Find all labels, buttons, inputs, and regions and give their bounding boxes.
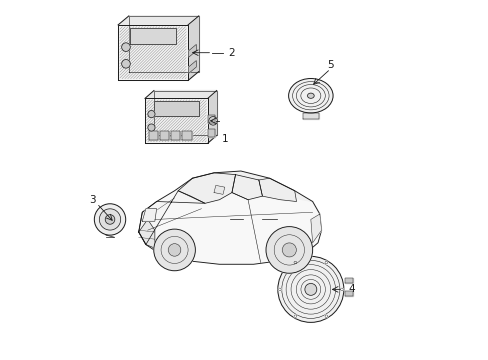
Circle shape	[293, 315, 296, 318]
Polygon shape	[139, 220, 155, 248]
Polygon shape	[310, 214, 321, 243]
Polygon shape	[148, 131, 158, 140]
Text: 5: 5	[326, 60, 333, 70]
Polygon shape	[344, 291, 352, 296]
Polygon shape	[118, 16, 198, 25]
Circle shape	[277, 256, 343, 322]
Polygon shape	[139, 191, 204, 244]
Polygon shape	[231, 175, 262, 200]
Polygon shape	[144, 90, 216, 98]
Circle shape	[340, 288, 343, 291]
Polygon shape	[208, 129, 214, 137]
Text: 3: 3	[89, 195, 95, 205]
Circle shape	[153, 229, 195, 271]
Polygon shape	[258, 178, 296, 202]
Circle shape	[99, 209, 121, 230]
Polygon shape	[187, 16, 198, 81]
Circle shape	[278, 288, 281, 291]
Polygon shape	[154, 90, 216, 135]
Text: 2: 2	[228, 48, 235, 58]
Polygon shape	[153, 101, 199, 116]
Ellipse shape	[307, 93, 313, 98]
Polygon shape	[208, 115, 214, 123]
Circle shape	[147, 124, 155, 131]
Polygon shape	[192, 171, 319, 214]
Polygon shape	[214, 185, 224, 194]
Polygon shape	[178, 173, 235, 203]
Circle shape	[305, 283, 316, 295]
Text: 4: 4	[348, 284, 355, 294]
Polygon shape	[171, 131, 180, 140]
Polygon shape	[182, 131, 191, 140]
Polygon shape	[144, 98, 207, 143]
Polygon shape	[139, 171, 321, 264]
Text: 1: 1	[221, 134, 227, 144]
Circle shape	[122, 59, 130, 68]
Polygon shape	[130, 28, 175, 44]
Polygon shape	[207, 90, 216, 143]
Polygon shape	[128, 16, 198, 72]
Circle shape	[168, 244, 181, 256]
Polygon shape	[118, 25, 187, 81]
Polygon shape	[303, 113, 318, 119]
Polygon shape	[142, 209, 156, 221]
Ellipse shape	[288, 78, 332, 113]
Circle shape	[293, 261, 296, 264]
Circle shape	[325, 261, 327, 264]
Polygon shape	[160, 131, 169, 140]
Circle shape	[208, 117, 217, 125]
Circle shape	[122, 43, 130, 51]
Circle shape	[282, 243, 296, 257]
Circle shape	[325, 315, 327, 318]
Circle shape	[105, 215, 115, 224]
Polygon shape	[188, 60, 196, 73]
Polygon shape	[188, 44, 196, 57]
Circle shape	[265, 226, 312, 273]
Circle shape	[147, 111, 155, 118]
Circle shape	[94, 204, 125, 235]
Polygon shape	[344, 278, 352, 283]
